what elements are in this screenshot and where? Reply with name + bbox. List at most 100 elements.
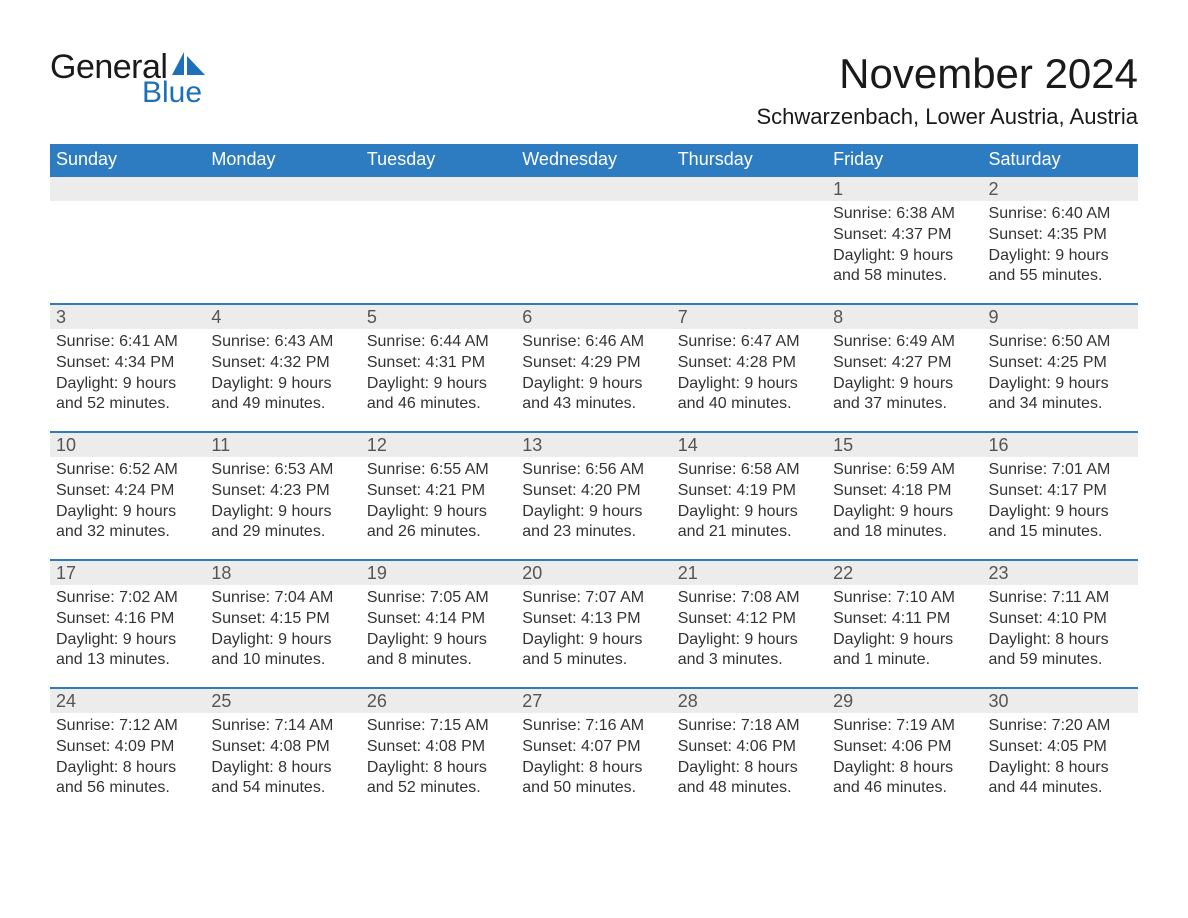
day-cell: 25Sunrise: 7:14 AMSunset: 4:08 PMDayligh…: [205, 689, 360, 815]
day-sunset: Sunset: 4:13 PM: [522, 609, 665, 630]
day-body: Sunrise: 6:59 AMSunset: 4:18 PMDaylight:…: [827, 457, 982, 543]
day-body: Sunrise: 7:05 AMSunset: 4:14 PMDaylight:…: [361, 585, 516, 671]
day-number-band: 3: [50, 305, 205, 329]
day-sunrise: Sunrise: 6:52 AM: [56, 460, 199, 481]
day-dl2: and 44 minutes.: [989, 778, 1132, 799]
day-sunrise: Sunrise: 6:38 AM: [833, 204, 976, 225]
day-number: 7: [672, 307, 688, 328]
day-cell: 21Sunrise: 7:08 AMSunset: 4:12 PMDayligh…: [672, 561, 827, 673]
week-row: 17Sunrise: 7:02 AMSunset: 4:16 PMDayligh…: [50, 559, 1138, 687]
day-cell: 5Sunrise: 6:44 AMSunset: 4:31 PMDaylight…: [361, 305, 516, 417]
logo-blue-text: Blue: [142, 78, 207, 108]
day-sunrise: Sunrise: 6:50 AM: [989, 332, 1132, 353]
day-body: Sunrise: 6:53 AMSunset: 4:23 PMDaylight:…: [205, 457, 360, 543]
day-cell: 23Sunrise: 7:11 AMSunset: 4:10 PMDayligh…: [983, 561, 1138, 673]
header: General Blue November 2024 Schwarzenbach…: [50, 50, 1138, 130]
day-body: Sunrise: 6:46 AMSunset: 4:29 PMDaylight:…: [516, 329, 671, 415]
day-header-cell: Thursday: [672, 144, 827, 175]
day-dl1: Daylight: 8 hours: [989, 630, 1132, 651]
day-dl1: Daylight: 9 hours: [678, 630, 821, 651]
week-row: 3Sunrise: 6:41 AMSunset: 4:34 PMDaylight…: [50, 303, 1138, 431]
day-sunset: Sunset: 4:09 PM: [56, 737, 199, 758]
day-number-band: 27: [516, 689, 671, 713]
day-dl2: and 58 minutes.: [833, 266, 976, 287]
day-number-band: 25: [205, 689, 360, 713]
title-block: November 2024 Schwarzenbach, Lower Austr…: [756, 50, 1138, 130]
day-number: 4: [205, 307, 221, 328]
day-number-band: 11: [205, 433, 360, 457]
day-sunset: Sunset: 4:32 PM: [211, 353, 354, 374]
day-body: Sunrise: 6:44 AMSunset: 4:31 PMDaylight:…: [361, 329, 516, 415]
day-number: 13: [516, 435, 542, 456]
day-dl1: Daylight: 9 hours: [211, 630, 354, 651]
day-cell: 26Sunrise: 7:15 AMSunset: 4:08 PMDayligh…: [361, 689, 516, 815]
day-sunset: Sunset: 4:23 PM: [211, 481, 354, 502]
day-number: 25: [205, 691, 231, 712]
day-dl2: and 48 minutes.: [678, 778, 821, 799]
day-cell: 24Sunrise: 7:12 AMSunset: 4:09 PMDayligh…: [50, 689, 205, 815]
day-number-band: 7: [672, 305, 827, 329]
day-sunrise: Sunrise: 7:05 AM: [367, 588, 510, 609]
day-dl1: Daylight: 9 hours: [678, 374, 821, 395]
day-dl2: and 50 minutes.: [522, 778, 665, 799]
day-dl2: and 54 minutes.: [211, 778, 354, 799]
day-cell: 15Sunrise: 6:59 AMSunset: 4:18 PMDayligh…: [827, 433, 982, 545]
day-number: 12: [361, 435, 387, 456]
day-number-band: 18: [205, 561, 360, 585]
day-sunset: Sunset: 4:11 PM: [833, 609, 976, 630]
day-dl2: and 52 minutes.: [367, 778, 510, 799]
day-dl2: and 32 minutes.: [56, 522, 199, 543]
day-number-band: 6: [516, 305, 671, 329]
day-body: Sunrise: 7:10 AMSunset: 4:11 PMDaylight:…: [827, 585, 982, 671]
day-number: 29: [827, 691, 853, 712]
day-dl2: and 1 minute.: [833, 650, 976, 671]
logo-sail-icon: [171, 50, 207, 76]
day-body: Sunrise: 7:14 AMSunset: 4:08 PMDaylight:…: [205, 713, 360, 799]
day-dl2: and 18 minutes.: [833, 522, 976, 543]
day-dl1: Daylight: 9 hours: [367, 374, 510, 395]
day-body: Sunrise: 6:52 AMSunset: 4:24 PMDaylight:…: [50, 457, 205, 543]
day-header-cell: Friday: [827, 144, 982, 175]
day-dl2: and 56 minutes.: [56, 778, 199, 799]
day-sunset: Sunset: 4:19 PM: [678, 481, 821, 502]
calendar: SundayMondayTuesdayWednesdayThursdayFrid…: [50, 144, 1138, 815]
day-dl2: and 59 minutes.: [989, 650, 1132, 671]
day-dl1: Daylight: 9 hours: [211, 502, 354, 523]
day-dl1: Daylight: 9 hours: [989, 374, 1132, 395]
day-sunset: Sunset: 4:06 PM: [833, 737, 976, 758]
day-number-band: 20: [516, 561, 671, 585]
day-body: Sunrise: 7:04 AMSunset: 4:15 PMDaylight:…: [205, 585, 360, 671]
day-dl2: and 37 minutes.: [833, 394, 976, 415]
day-dl2: and 43 minutes.: [522, 394, 665, 415]
day-body: Sunrise: 6:56 AMSunset: 4:20 PMDaylight:…: [516, 457, 671, 543]
day-number: 19: [361, 563, 387, 584]
day-dl1: Daylight: 8 hours: [367, 758, 510, 779]
day-sunrise: Sunrise: 7:01 AM: [989, 460, 1132, 481]
day-number: 8: [827, 307, 843, 328]
day-cell: 2Sunrise: 6:40 AMSunset: 4:35 PMDaylight…: [983, 177, 1138, 289]
day-body: Sunrise: 7:15 AMSunset: 4:08 PMDaylight:…: [361, 713, 516, 799]
day-dl2: and 52 minutes.: [56, 394, 199, 415]
day-sunrise: Sunrise: 6:55 AM: [367, 460, 510, 481]
week-row: 24Sunrise: 7:12 AMSunset: 4:09 PMDayligh…: [50, 687, 1138, 815]
day-body: Sunrise: 6:47 AMSunset: 4:28 PMDaylight:…: [672, 329, 827, 415]
day-dl2: and 10 minutes.: [211, 650, 354, 671]
day-number: 20: [516, 563, 542, 584]
day-number: 27: [516, 691, 542, 712]
day-number: 3: [50, 307, 66, 328]
day-sunset: Sunset: 4:20 PM: [522, 481, 665, 502]
day-number-band: 24: [50, 689, 205, 713]
day-sunset: Sunset: 4:35 PM: [989, 225, 1132, 246]
day-number-band: 4: [205, 305, 360, 329]
day-number: 9: [983, 307, 999, 328]
day-dl2: and 49 minutes.: [211, 394, 354, 415]
week-row: 1Sunrise: 6:38 AMSunset: 4:37 PMDaylight…: [50, 175, 1138, 303]
day-number: 1: [827, 179, 843, 200]
day-number-band: 8: [827, 305, 982, 329]
day-sunset: Sunset: 4:05 PM: [989, 737, 1132, 758]
day-number-band: [516, 177, 671, 201]
day-cell: 12Sunrise: 6:55 AMSunset: 4:21 PMDayligh…: [361, 433, 516, 545]
day-header-cell: Saturday: [983, 144, 1138, 175]
day-cell: 9Sunrise: 6:50 AMSunset: 4:25 PMDaylight…: [983, 305, 1138, 417]
day-sunset: Sunset: 4:15 PM: [211, 609, 354, 630]
